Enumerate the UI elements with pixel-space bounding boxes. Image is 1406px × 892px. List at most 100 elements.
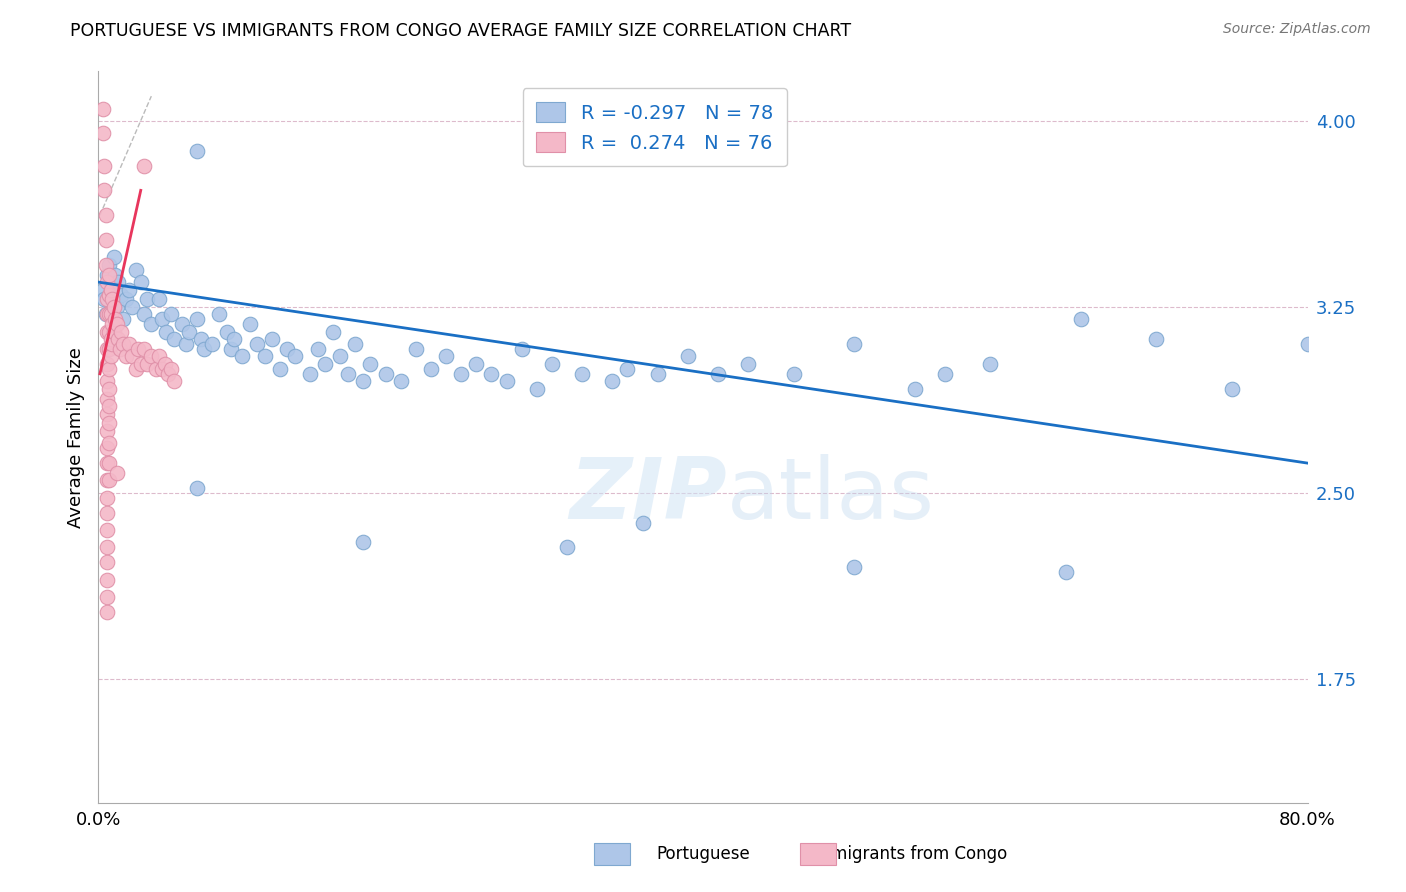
Point <box>91 283 114 297</box>
Point <box>121 350 143 364</box>
Point <box>616 362 638 376</box>
Point <box>231 350 253 364</box>
Point <box>844 337 866 351</box>
Point <box>314 357 336 371</box>
FancyBboxPatch shape <box>595 843 630 865</box>
Point <box>93 183 115 197</box>
Point <box>98 382 121 396</box>
Point <box>215 325 238 339</box>
Point <box>647 367 669 381</box>
Point <box>132 342 155 356</box>
Point <box>631 516 654 530</box>
Point <box>262 332 284 346</box>
Point <box>160 362 183 376</box>
Point <box>121 300 143 314</box>
Point <box>1144 332 1167 346</box>
Legend: R = -0.297   N = 78, R =  0.274   N = 76: R = -0.297 N = 78, R = 0.274 N = 76 <box>523 88 787 167</box>
Point <box>108 342 131 356</box>
Point <box>844 560 866 574</box>
Point <box>107 332 129 346</box>
Point <box>481 367 503 381</box>
Point <box>101 293 124 307</box>
Point <box>1296 337 1319 351</box>
Point <box>179 325 201 339</box>
Point <box>98 287 121 301</box>
Point <box>125 262 148 277</box>
Point <box>904 382 927 396</box>
Point <box>125 362 148 376</box>
Point <box>98 342 121 356</box>
Point <box>114 350 136 364</box>
Point <box>96 555 118 569</box>
Point <box>135 357 157 371</box>
Point <box>276 342 298 356</box>
Point <box>1327 144 1350 158</box>
Point <box>98 436 121 450</box>
Point <box>96 523 118 537</box>
Point <box>91 102 114 116</box>
Point <box>104 268 127 282</box>
Point <box>96 491 118 505</box>
Point <box>129 357 152 371</box>
Point <box>224 332 246 346</box>
Y-axis label: Average Family Size: Average Family Size <box>66 347 84 527</box>
Point <box>352 535 374 549</box>
Point <box>96 342 118 356</box>
Point <box>101 318 124 332</box>
Point <box>405 342 427 356</box>
Point <box>389 374 412 388</box>
Point <box>299 367 322 381</box>
Point <box>96 325 118 339</box>
Point <box>129 275 152 289</box>
Point <box>239 318 262 332</box>
Point <box>150 312 173 326</box>
Point <box>96 456 118 470</box>
Point <box>96 506 118 520</box>
Point <box>101 287 124 301</box>
Point <box>155 325 177 339</box>
Point <box>100 332 122 346</box>
Point <box>1220 382 1243 396</box>
Point <box>193 342 215 356</box>
Point <box>174 337 197 351</box>
Point <box>96 392 118 406</box>
Point <box>420 362 443 376</box>
Point <box>100 275 122 289</box>
Point <box>98 362 121 376</box>
Point <box>160 307 183 321</box>
Point <box>208 307 231 321</box>
Point <box>91 126 114 140</box>
Point <box>96 357 118 371</box>
Text: Portuguese: Portuguese <box>657 845 749 863</box>
Point <box>150 362 173 376</box>
Point <box>1070 312 1092 326</box>
Point <box>100 350 122 364</box>
Point <box>186 312 208 326</box>
Point <box>111 337 134 351</box>
Point <box>105 466 128 480</box>
Point <box>163 332 186 346</box>
Point <box>540 357 562 371</box>
Point <box>105 300 128 314</box>
Point <box>360 357 382 371</box>
Point <box>221 342 243 356</box>
Point <box>96 268 118 282</box>
Point <box>707 367 730 381</box>
Point <box>100 307 122 321</box>
Point <box>555 541 578 555</box>
Point <box>135 293 157 307</box>
Point <box>344 337 367 351</box>
Point <box>96 573 118 587</box>
Point <box>118 337 141 351</box>
Point <box>98 417 121 431</box>
Point <box>110 325 132 339</box>
Point <box>98 474 121 488</box>
Point <box>96 605 118 619</box>
Point <box>104 312 127 326</box>
Point <box>201 337 224 351</box>
Text: ZIP: ZIP <box>569 454 727 537</box>
Point <box>141 350 163 364</box>
Point <box>450 367 472 381</box>
Point <box>723 144 745 158</box>
Point <box>246 337 269 351</box>
